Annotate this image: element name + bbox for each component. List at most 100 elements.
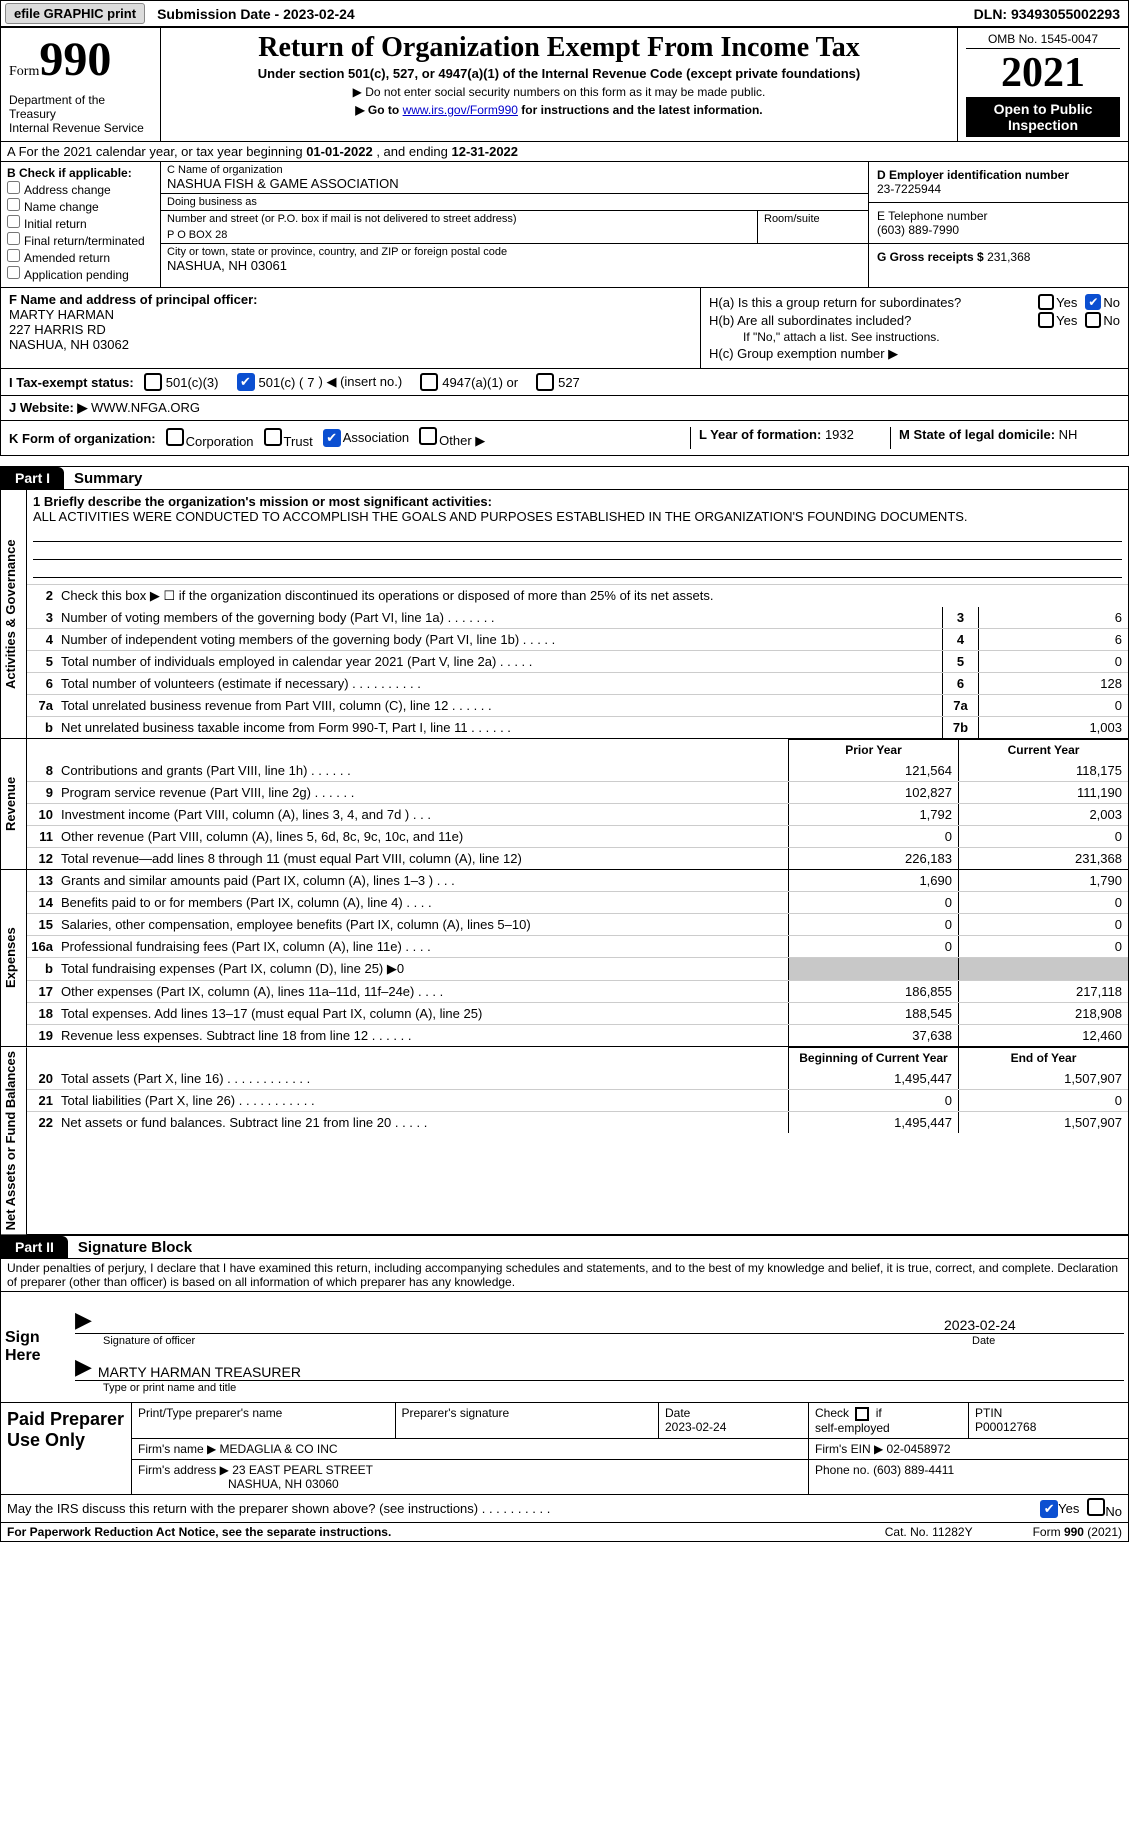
summary-row: 16aProfessional fundraising fees (Part I… — [27, 935, 1128, 957]
status-501c[interactable]: 501(c) ( 7 ) ◀ (insert no.) — [237, 373, 403, 391]
summary-row: 12Total revenue—add lines 8 through 11 (… — [27, 847, 1128, 869]
form-note-2: ▶ Go to www.irs.gov/Form990 for instruct… — [169, 103, 949, 117]
summary-row: 17Other expenses (Part IX, column (A), l… — [27, 980, 1128, 1002]
f-name: MARTY HARMAN — [9, 307, 114, 322]
l-value: 1932 — [825, 427, 854, 442]
vlabel-net-assets: Net Assets or Fund Balances — [1, 1047, 27, 1234]
hdr-begin-year: Beginning of Current Year — [788, 1047, 958, 1068]
h-c: H(c) Group exemption number ▶ — [709, 346, 1120, 362]
irs-link[interactable]: www.irs.gov/Form990 — [403, 103, 518, 117]
efile-print-button[interactable]: efile GRAPHIC print — [5, 3, 145, 24]
hb-no[interactable]: No — [1085, 312, 1120, 328]
name-title-sublabel: Type or print name and title — [75, 1381, 1124, 1394]
status-527[interactable]: 527 — [536, 373, 580, 391]
col-c: C Name of organization NASHUA FISH & GAM… — [161, 162, 868, 287]
firm-address: Firm's address ▶ 23 EAST PEARL STREET NA… — [131, 1460, 808, 1494]
form-label-text: Form — [9, 64, 39, 79]
addr-value: P O BOX 28 — [161, 227, 757, 243]
open-to-public: Open to Public Inspection — [966, 97, 1120, 137]
chk-application-pending[interactable]: Application pending — [7, 266, 154, 282]
signature-arrow-icon: ▶ — [75, 1307, 92, 1333]
form-number: Form990 — [9, 32, 152, 87]
summary-row: 10Investment income (Part VIII, column (… — [27, 803, 1128, 825]
k-label: K Form of organization: — [9, 431, 156, 446]
chk-name-change[interactable]: Name change — [7, 198, 154, 214]
k-other[interactable]: Other ▶ — [419, 427, 485, 449]
summary-row: 5Total number of individuals employed in… — [27, 650, 1128, 672]
firm-ein: Firm's EIN ▶ 02-0458972 — [808, 1439, 1128, 1460]
chk-address-change[interactable]: Address change — [7, 181, 154, 197]
page-footer: For Paperwork Reduction Act Notice, see … — [0, 1523, 1129, 1542]
j-label: J Website: ▶ — [9, 400, 91, 415]
summary-row: 14Benefits paid to or for members (Part … — [27, 891, 1128, 913]
k-association[interactable]: Association — [323, 429, 409, 447]
discuss-yes[interactable]: Yes — [1040, 1500, 1079, 1518]
ha-yes[interactable]: Yes — [1038, 294, 1077, 310]
part-2-title: Signature Block — [68, 1239, 192, 1256]
col-b-label: B Check if applicable: — [7, 166, 132, 180]
tel-cell: E Telephone number (603) 889-7990 — [869, 203, 1128, 244]
section-klm: K Form of organization: Corporation Trus… — [0, 421, 1129, 456]
form-note-1: ▶ Do not enter social security numbers o… — [169, 85, 949, 99]
status-501c3[interactable]: 501(c)(3) — [144, 373, 219, 391]
status-4947[interactable]: 4947(a)(1) or — [420, 373, 518, 391]
part-1-title: Summary — [64, 470, 142, 487]
section-j: J Website: ▶ WWW.NFGA.ORG — [0, 396, 1129, 421]
h-b: H(b) Are all subordinates included? Yes … — [709, 312, 1120, 328]
chk-final-return[interactable]: Final return/terminated — [7, 232, 154, 248]
ha-no[interactable]: No — [1085, 294, 1120, 310]
ein-cell: D Employer identification number 23-7225… — [869, 162, 1128, 203]
section-l: L Year of formation: 1932 — [690, 427, 890, 449]
header-left: Form990 Department of the Treasury Inter… — [1, 28, 161, 141]
note2-suffix: for instructions and the latest informat… — [521, 103, 762, 117]
form-header: Form990 Department of the Treasury Inter… — [0, 27, 1129, 142]
signature-date: 2023-02-24 — [944, 1317, 1124, 1333]
f-addr2: NASHUA, NH 03062 — [9, 337, 129, 352]
room-label: Room/suite — [758, 211, 868, 227]
k-trust[interactable]: Trust — [264, 428, 313, 449]
part-2-header: Part II Signature Block — [0, 1235, 1129, 1259]
section-bcd: B Check if applicable: Address change Na… — [0, 162, 1129, 287]
addr-label: Number and street (or P.O. box if mail i… — [161, 211, 757, 227]
section-i: I Tax-exempt status: 501(c)(3) 501(c) ( … — [0, 369, 1129, 396]
tel-label: E Telephone number — [877, 209, 988, 223]
gross-value: 231,368 — [987, 250, 1030, 264]
summary-row: bNet unrelated business taxable income f… — [27, 716, 1128, 738]
line-2-text: Check this box ▶ ☐ if the organization d… — [57, 585, 1128, 607]
f-addr1: 227 HARRIS RD — [9, 322, 106, 337]
form-subtitle: Under section 501(c), 527, or 4947(a)(1)… — [169, 66, 949, 81]
line-a-begin: 01-01-2022 — [306, 144, 373, 159]
line-a-mid: , and ending — [376, 144, 451, 159]
part-1-header: Part I Summary — [0, 466, 1129, 490]
section-f: F Name and address of principal officer:… — [1, 288, 701, 368]
k-corporation[interactable]: Corporation — [166, 428, 254, 449]
m-value: NH — [1059, 427, 1078, 442]
ein-label: D Employer identification number — [877, 168, 1069, 182]
vlabel-governance: Activities & Governance — [1, 490, 27, 738]
hdr-end-year: End of Year — [958, 1047, 1128, 1068]
chk-amended-return[interactable]: Amended return — [7, 249, 154, 265]
hdr-current-year: Current Year — [958, 739, 1128, 760]
org-name-label: C Name of organization — [167, 164, 862, 176]
summary-row: 9Program service revenue (Part VIII, lin… — [27, 781, 1128, 803]
part-1-summary: Activities & Governance 1 Briefly descri… — [0, 490, 1129, 1235]
form-title: Return of Organization Exempt From Incom… — [169, 32, 949, 64]
firm-phone: Phone no. (603) 889-4411 — [808, 1460, 1128, 1494]
hb-yes[interactable]: Yes — [1038, 312, 1077, 328]
agency: Department of the Treasury Internal Reve… — [9, 93, 152, 135]
pp-self-employed[interactable]: Check ifself-employed — [808, 1403, 968, 1439]
summary-row: 18Total expenses. Add lines 13–17 (must … — [27, 1002, 1128, 1024]
summary-row: 19Revenue less expenses. Subtract line 1… — [27, 1024, 1128, 1046]
section-h: H(a) Is this a group return for subordin… — [701, 288, 1128, 368]
paperwork-notice: For Paperwork Reduction Act Notice, see … — [7, 1525, 391, 1539]
summary-row: 7aTotal unrelated business revenue from … — [27, 694, 1128, 716]
signature-sublabel: Signature of officer — [75, 1334, 944, 1347]
tel-value: (603) 889-7990 — [877, 223, 959, 237]
chk-initial-return[interactable]: Initial return — [7, 215, 154, 231]
summary-row: 3Number of voting members of the governi… — [27, 607, 1128, 628]
form-footer-label: Form 990 (2021) — [1033, 1525, 1122, 1539]
discuss-no[interactable]: No — [1087, 1498, 1122, 1519]
part-1-tab: Part I — [1, 467, 64, 489]
city-label: City or town, state or province, country… — [167, 246, 862, 258]
ein-value: 23-7225944 — [877, 182, 941, 196]
